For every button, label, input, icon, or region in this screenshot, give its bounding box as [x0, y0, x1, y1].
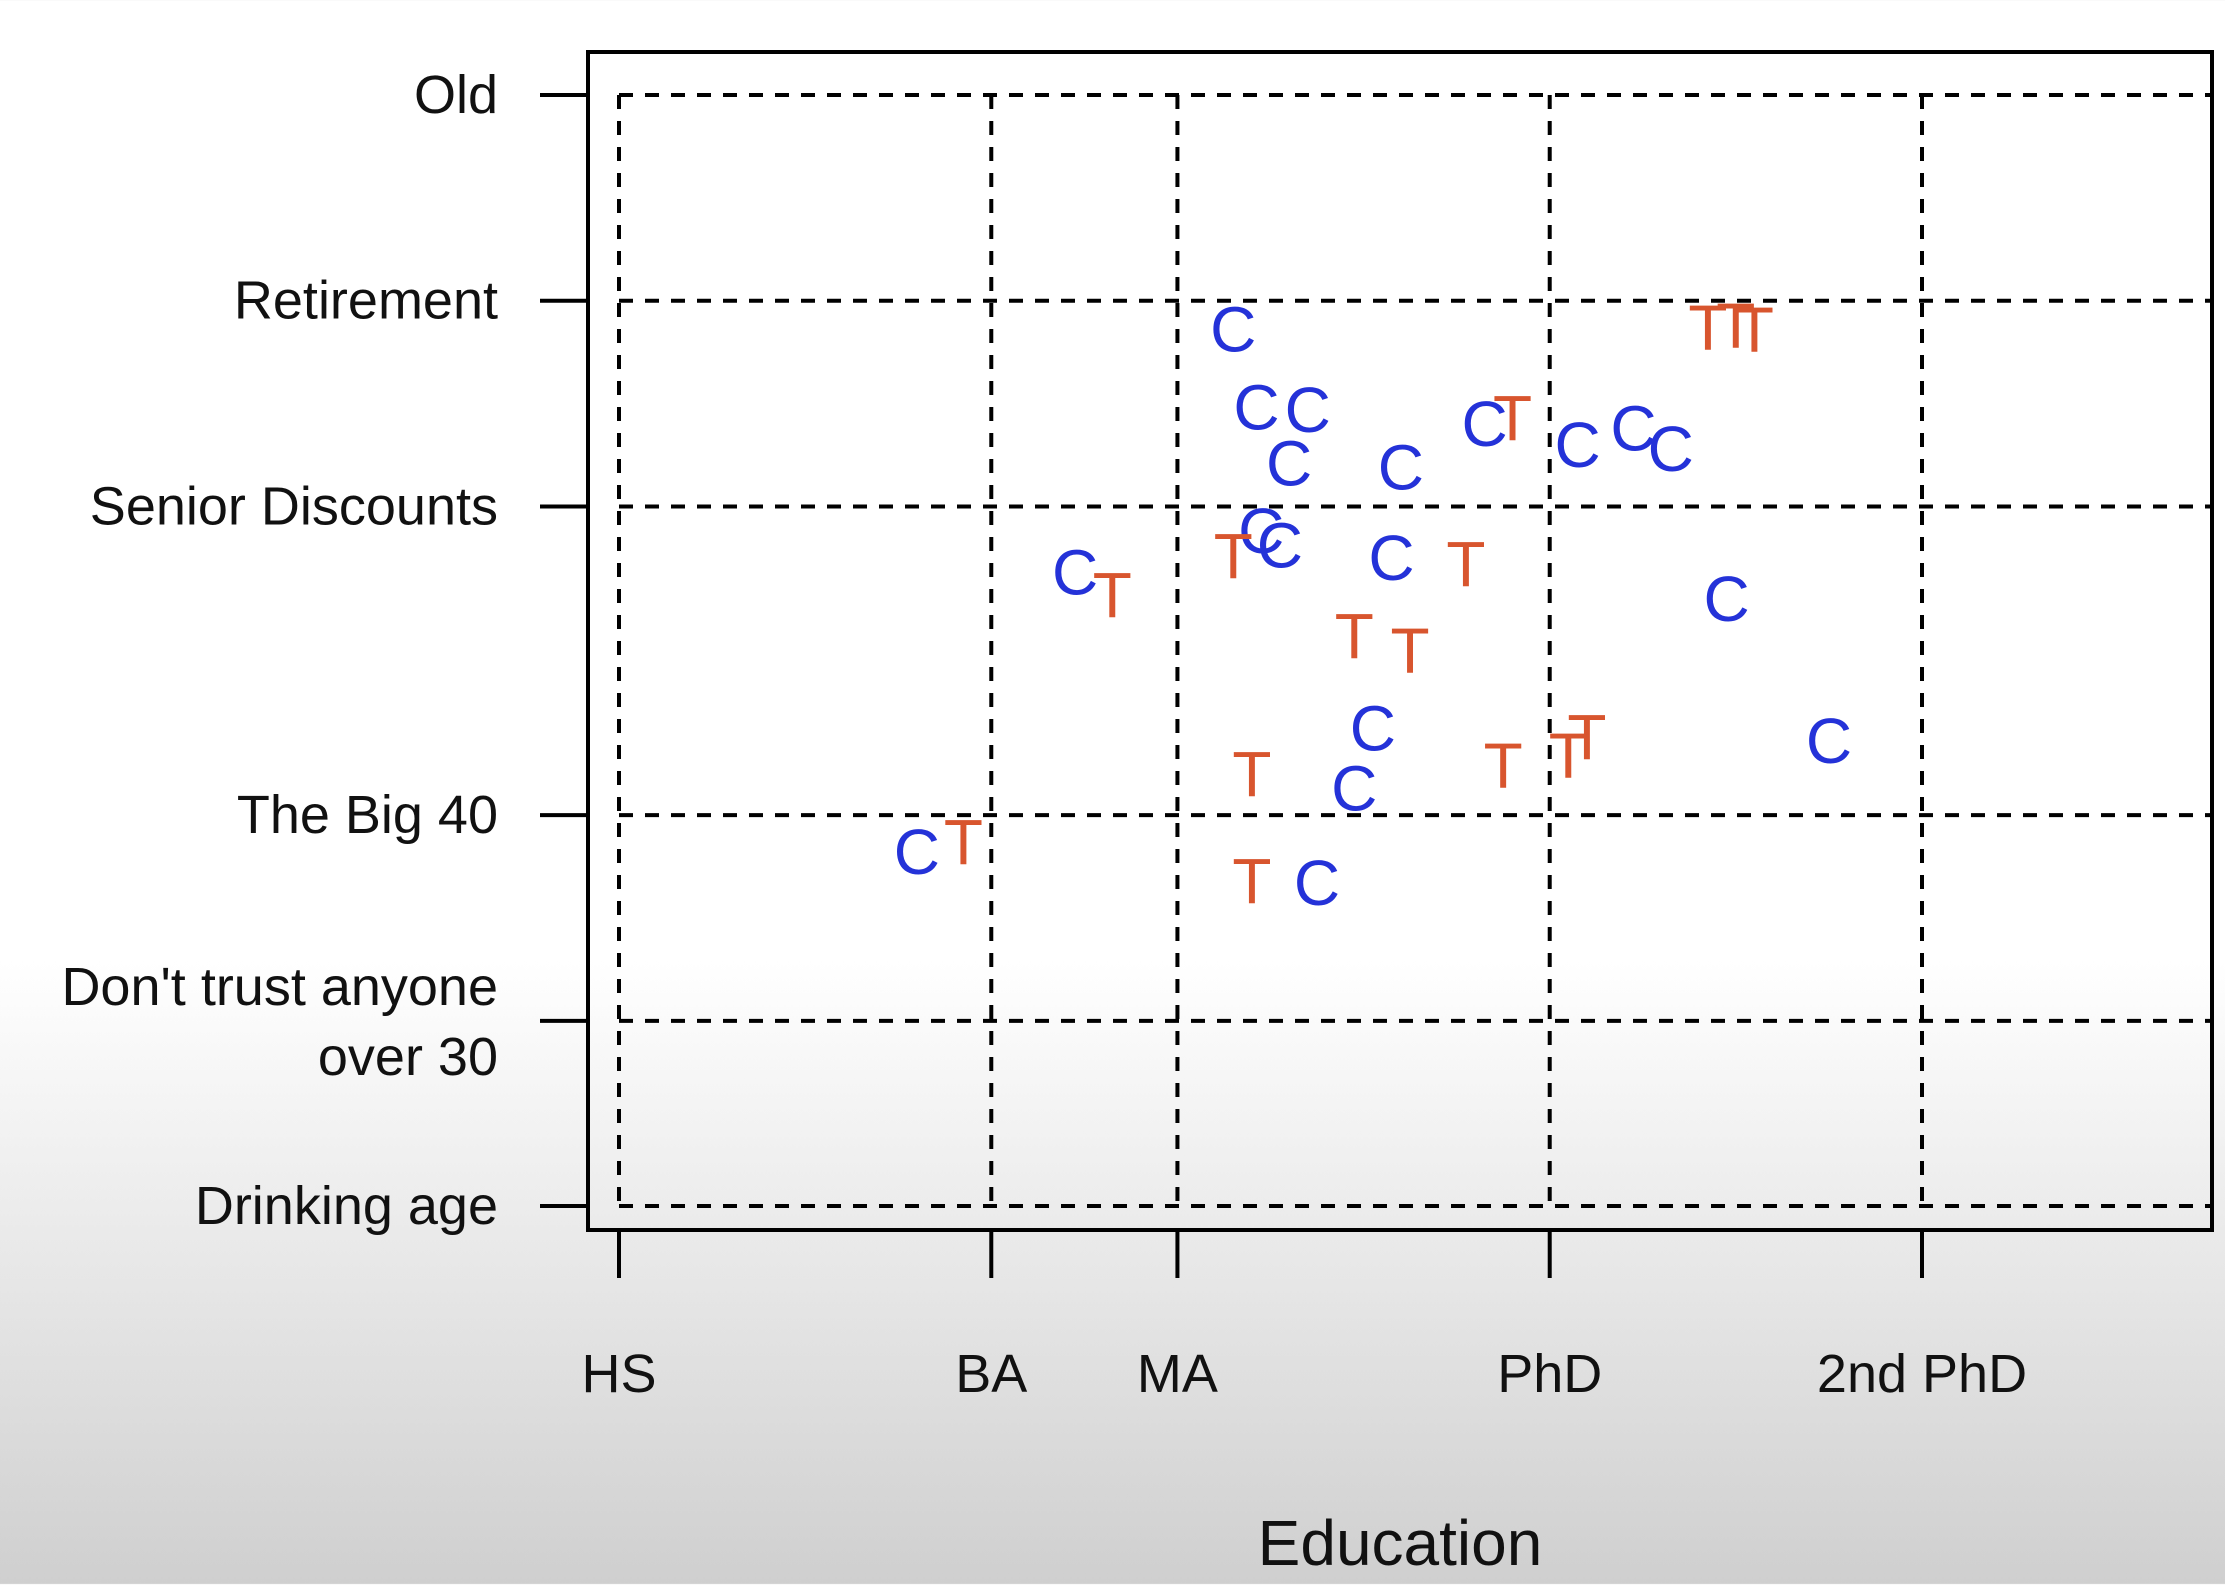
point-c-1: C — [1210, 294, 1256, 366]
point-c-9: C — [1648, 413, 1694, 485]
y-tick-label-old: Old — [414, 65, 498, 125]
point-t-1: T — [1688, 291, 1727, 363]
point-t-12: T — [1484, 730, 1523, 802]
point-c-10: C — [1238, 495, 1284, 567]
axes-layer: HS BA MA PhD 2nd PhD Old Retirement Senior Disc… — [61, 65, 2027, 1404]
y-tick-label-the-big-40: The Big 40 — [237, 785, 498, 845]
point-t-13: T — [1232, 738, 1271, 810]
point-c-14: C — [1703, 563, 1749, 635]
point-c-5: C — [1378, 431, 1424, 503]
point-c-11: C — [1257, 510, 1303, 582]
y-tick-label-don-t-trust-anyone-over-30: Don't trust anyone over 30 — [61, 957, 498, 1087]
x-tick-label-ma: MA — [1137, 1344, 1218, 1404]
x-axis-label: Education — [1258, 1507, 1543, 1579]
point-t-11: T — [1549, 719, 1588, 791]
grid-layer — [617, 93, 2212, 1208]
point-t-3: T — [1735, 294, 1774, 366]
x-tick-label-ba: BA — [955, 1344, 1027, 1404]
point-c-7: C — [1555, 409, 1601, 481]
point-t-5: T — [1214, 520, 1253, 592]
point-c-6: C — [1461, 388, 1507, 460]
point-t-10: T — [1567, 701, 1606, 773]
point-c-4: C — [1266, 427, 1312, 499]
point-c-19: C — [1294, 847, 1340, 919]
point-c-17: C — [1331, 752, 1377, 824]
point-c-18: C — [894, 816, 940, 888]
point-c-12: C — [1368, 522, 1414, 594]
point-t-9: T — [1391, 615, 1430, 687]
point-c-2: C — [1233, 372, 1279, 444]
y-tick-label-retirement: Retirement — [234, 271, 498, 331]
point-c-16: C — [1806, 705, 1852, 777]
x-tick-label-2nd-phd: 2nd PhD — [1817, 1344, 2027, 1404]
point-t-2: T — [1716, 289, 1755, 361]
point-c-8: C — [1610, 392, 1656, 464]
y-tick-label-drinking-age: Drinking age — [195, 1176, 498, 1236]
plot-area-frame — [586, 50, 2214, 1232]
point-t-15: T — [1232, 845, 1271, 917]
point-t-14: T — [944, 806, 983, 878]
point-t-4: T — [1493, 382, 1532, 454]
x-tick-label-hs: HS — [581, 1344, 656, 1404]
point-t-7: T — [1093, 559, 1132, 631]
y-tick-label-senior-discounts: Senior Discounts — [90, 476, 498, 536]
x-tick-label-phd: PhD — [1497, 1344, 1602, 1404]
point-c-15: C — [1350, 693, 1396, 765]
point-t-8: T — [1335, 600, 1374, 672]
point-t-6: T — [1446, 528, 1485, 600]
point-c-3: C — [1285, 374, 1331, 446]
point-c-13: C — [1052, 536, 1098, 608]
